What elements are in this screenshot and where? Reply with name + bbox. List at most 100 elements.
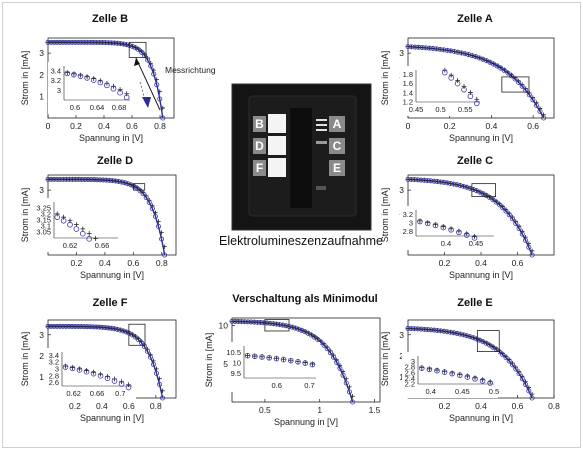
y-tick-label: 3: [399, 330, 404, 340]
zoom-inset: 0.6 0.64 0.68 33.23.4: [48, 62, 134, 114]
y-axis-label: Strom in [mA]: [380, 51, 390, 106]
photo-gap: [290, 108, 312, 208]
chart-title: Zelle E: [457, 297, 492, 309]
x-tick-label: 0.6: [123, 401, 135, 411]
chart-title: Zelle A: [457, 13, 493, 25]
x-tick-label: 0.2: [439, 401, 451, 411]
x-tick-label: 1: [317, 405, 322, 415]
x-tick-label: 0.2: [71, 258, 83, 268]
inset-x-tick-label: 0.62: [63, 241, 78, 250]
inset-x-tick-label: 0.66: [95, 241, 110, 250]
inset-x-tick-label: 0.55: [458, 105, 473, 114]
inset-x-tick-label: 0.7: [304, 381, 314, 390]
inset-x-tick-label: 0.4: [425, 387, 435, 396]
x-tick-label: 0.4: [98, 121, 110, 131]
inset-x-tick-label: 0.64: [90, 103, 105, 112]
x-tick-label: 0.4: [96, 401, 108, 411]
x-tick-label: 0.2: [444, 121, 456, 131]
photo-label-c: C: [333, 139, 342, 153]
x-axis-label: Spannung in [V]: [79, 133, 143, 143]
inset-x-tick-label: 0.5: [489, 387, 499, 396]
zoom-inset: 0.62 0.66 0.72.62.833.23.4: [46, 348, 136, 400]
photo-cell-a-line-3: [316, 129, 327, 131]
x-tick-label: 0.6: [126, 121, 138, 131]
inset-y-tick-label: 3.4: [51, 66, 61, 75]
inset-x-tick-label: 0.68: [112, 103, 127, 112]
photo-cell-c-line: [316, 141, 327, 144]
y-tick-label: 1: [39, 372, 44, 382]
y-tick-label: 5: [223, 359, 228, 369]
inset-y-tick-label: 3.2: [51, 76, 61, 85]
inset-x-tick-label: 0.45: [469, 239, 484, 248]
photo-label-a: A: [333, 117, 342, 131]
inset-y-tick-label: 3.2: [403, 210, 413, 219]
inset-y-tick-label: 1.8: [403, 70, 413, 79]
photo-label-e: E: [333, 161, 341, 175]
inset-x-tick-label: 0.62: [66, 389, 81, 398]
inset-y-tick-label: 3: [409, 219, 413, 228]
x-tick-label: 0: [406, 121, 411, 131]
zoom-inset: 0.45 0.5 0.551.21.41.61.8: [400, 66, 484, 116]
inset-x-tick-label: 0.66: [90, 389, 105, 398]
inset-y-tick-label: 9.5: [231, 369, 241, 378]
inset-y-tick-label: 2.8: [403, 227, 413, 236]
x-axis-label: Spannung in [V]: [449, 133, 513, 143]
chart-c: Zelle C0.20.40.6123Spannung in [V]Strom …: [380, 155, 554, 280]
photo-label-f: F: [256, 161, 263, 175]
chart-m: Verschaltung als Minimodul 0.5 1 1.5 5 10 Span…: [204, 293, 381, 427]
x-tick-label: 0.2: [439, 258, 451, 268]
y-tick-label: 3: [39, 48, 44, 58]
photo-cell-f-glow: [268, 158, 286, 177]
x-tick-label: 0.2: [70, 121, 82, 131]
photo-caption: Elektrolumineszenzaufnahme: [219, 234, 383, 248]
y-tick-label: 3: [399, 185, 404, 195]
inset-y-tick-label: 1.6: [403, 79, 413, 88]
inset-x-tick-label: 0.5: [435, 105, 445, 114]
y-tick-label: 3: [39, 185, 44, 195]
inset-x-tick-label: 0.6: [272, 381, 282, 390]
inset-y-tick-label: 3: [57, 86, 61, 95]
chart-title: Verschaltung als Minimodul: [232, 293, 377, 305]
x-tick-label: 0.4: [99, 258, 111, 268]
photo-cell-a-line-1: [316, 119, 327, 121]
chart-title: Zelle F: [93, 297, 128, 309]
x-tick-label: 0.8: [154, 121, 166, 131]
zoom-inset: 0.6 0.79.51010.5: [226, 342, 320, 392]
chart-b: Zelle B0 0.2 0.4 0.6 0.8123Spannung in [V]St…: [20, 13, 216, 143]
chart-a: Zelle A00.20.40.6123Spannung in [V]Strom…: [380, 13, 554, 143]
chart-title: Zelle B: [92, 13, 128, 25]
x-tick-label: 0.4: [475, 258, 487, 268]
photo-cell-d-glow: [268, 136, 286, 155]
x-axis-label: Spannung in [V]: [80, 413, 144, 423]
x-axis-label: Spannung in [V]: [449, 413, 513, 423]
x-axis-label: Spannung in [V]: [449, 270, 513, 280]
x-tick-label: 0.8: [156, 258, 168, 268]
photo-cell-e-spot: [316, 186, 326, 190]
photo-label-b: B: [255, 117, 264, 131]
x-tick-label: 0.6: [127, 258, 139, 268]
inset-y-tick-label: 10: [233, 359, 241, 368]
y-axis-label: Strom in [mA]: [20, 188, 30, 243]
inset-y-tick-label: 3: [411, 357, 415, 366]
x-tick-label: 0.4: [475, 401, 487, 411]
x-tick-label: 0.8: [150, 401, 162, 411]
x-tick-label: 0.6: [512, 401, 524, 411]
inset-y-tick-label: 1.4: [403, 88, 413, 97]
y-tick-label: 2: [39, 351, 44, 361]
y-axis-label: Strom in [mA]: [20, 332, 30, 387]
x-axis-label: Spannung in [V]: [274, 417, 338, 427]
chart-e: Zelle E0.2 0.4 0.6 0.8123Spannung in [V]Str…: [380, 297, 560, 423]
x-tick-label: 0.5: [259, 405, 271, 415]
photo-cell-b-glow: [268, 114, 286, 133]
y-tick-label: 3: [399, 48, 404, 58]
inset-y-tick-label: 1.2: [403, 98, 413, 107]
y-axis-label: Strom in [mA]: [380, 332, 390, 387]
x-tick-label: 1.5: [369, 405, 381, 415]
photo-label-d: D: [255, 139, 264, 153]
y-axis-label: Strom in [mA]: [20, 51, 30, 106]
inset-x-tick-label: 0.6: [70, 103, 80, 112]
chart-title: Zelle D: [97, 155, 133, 167]
